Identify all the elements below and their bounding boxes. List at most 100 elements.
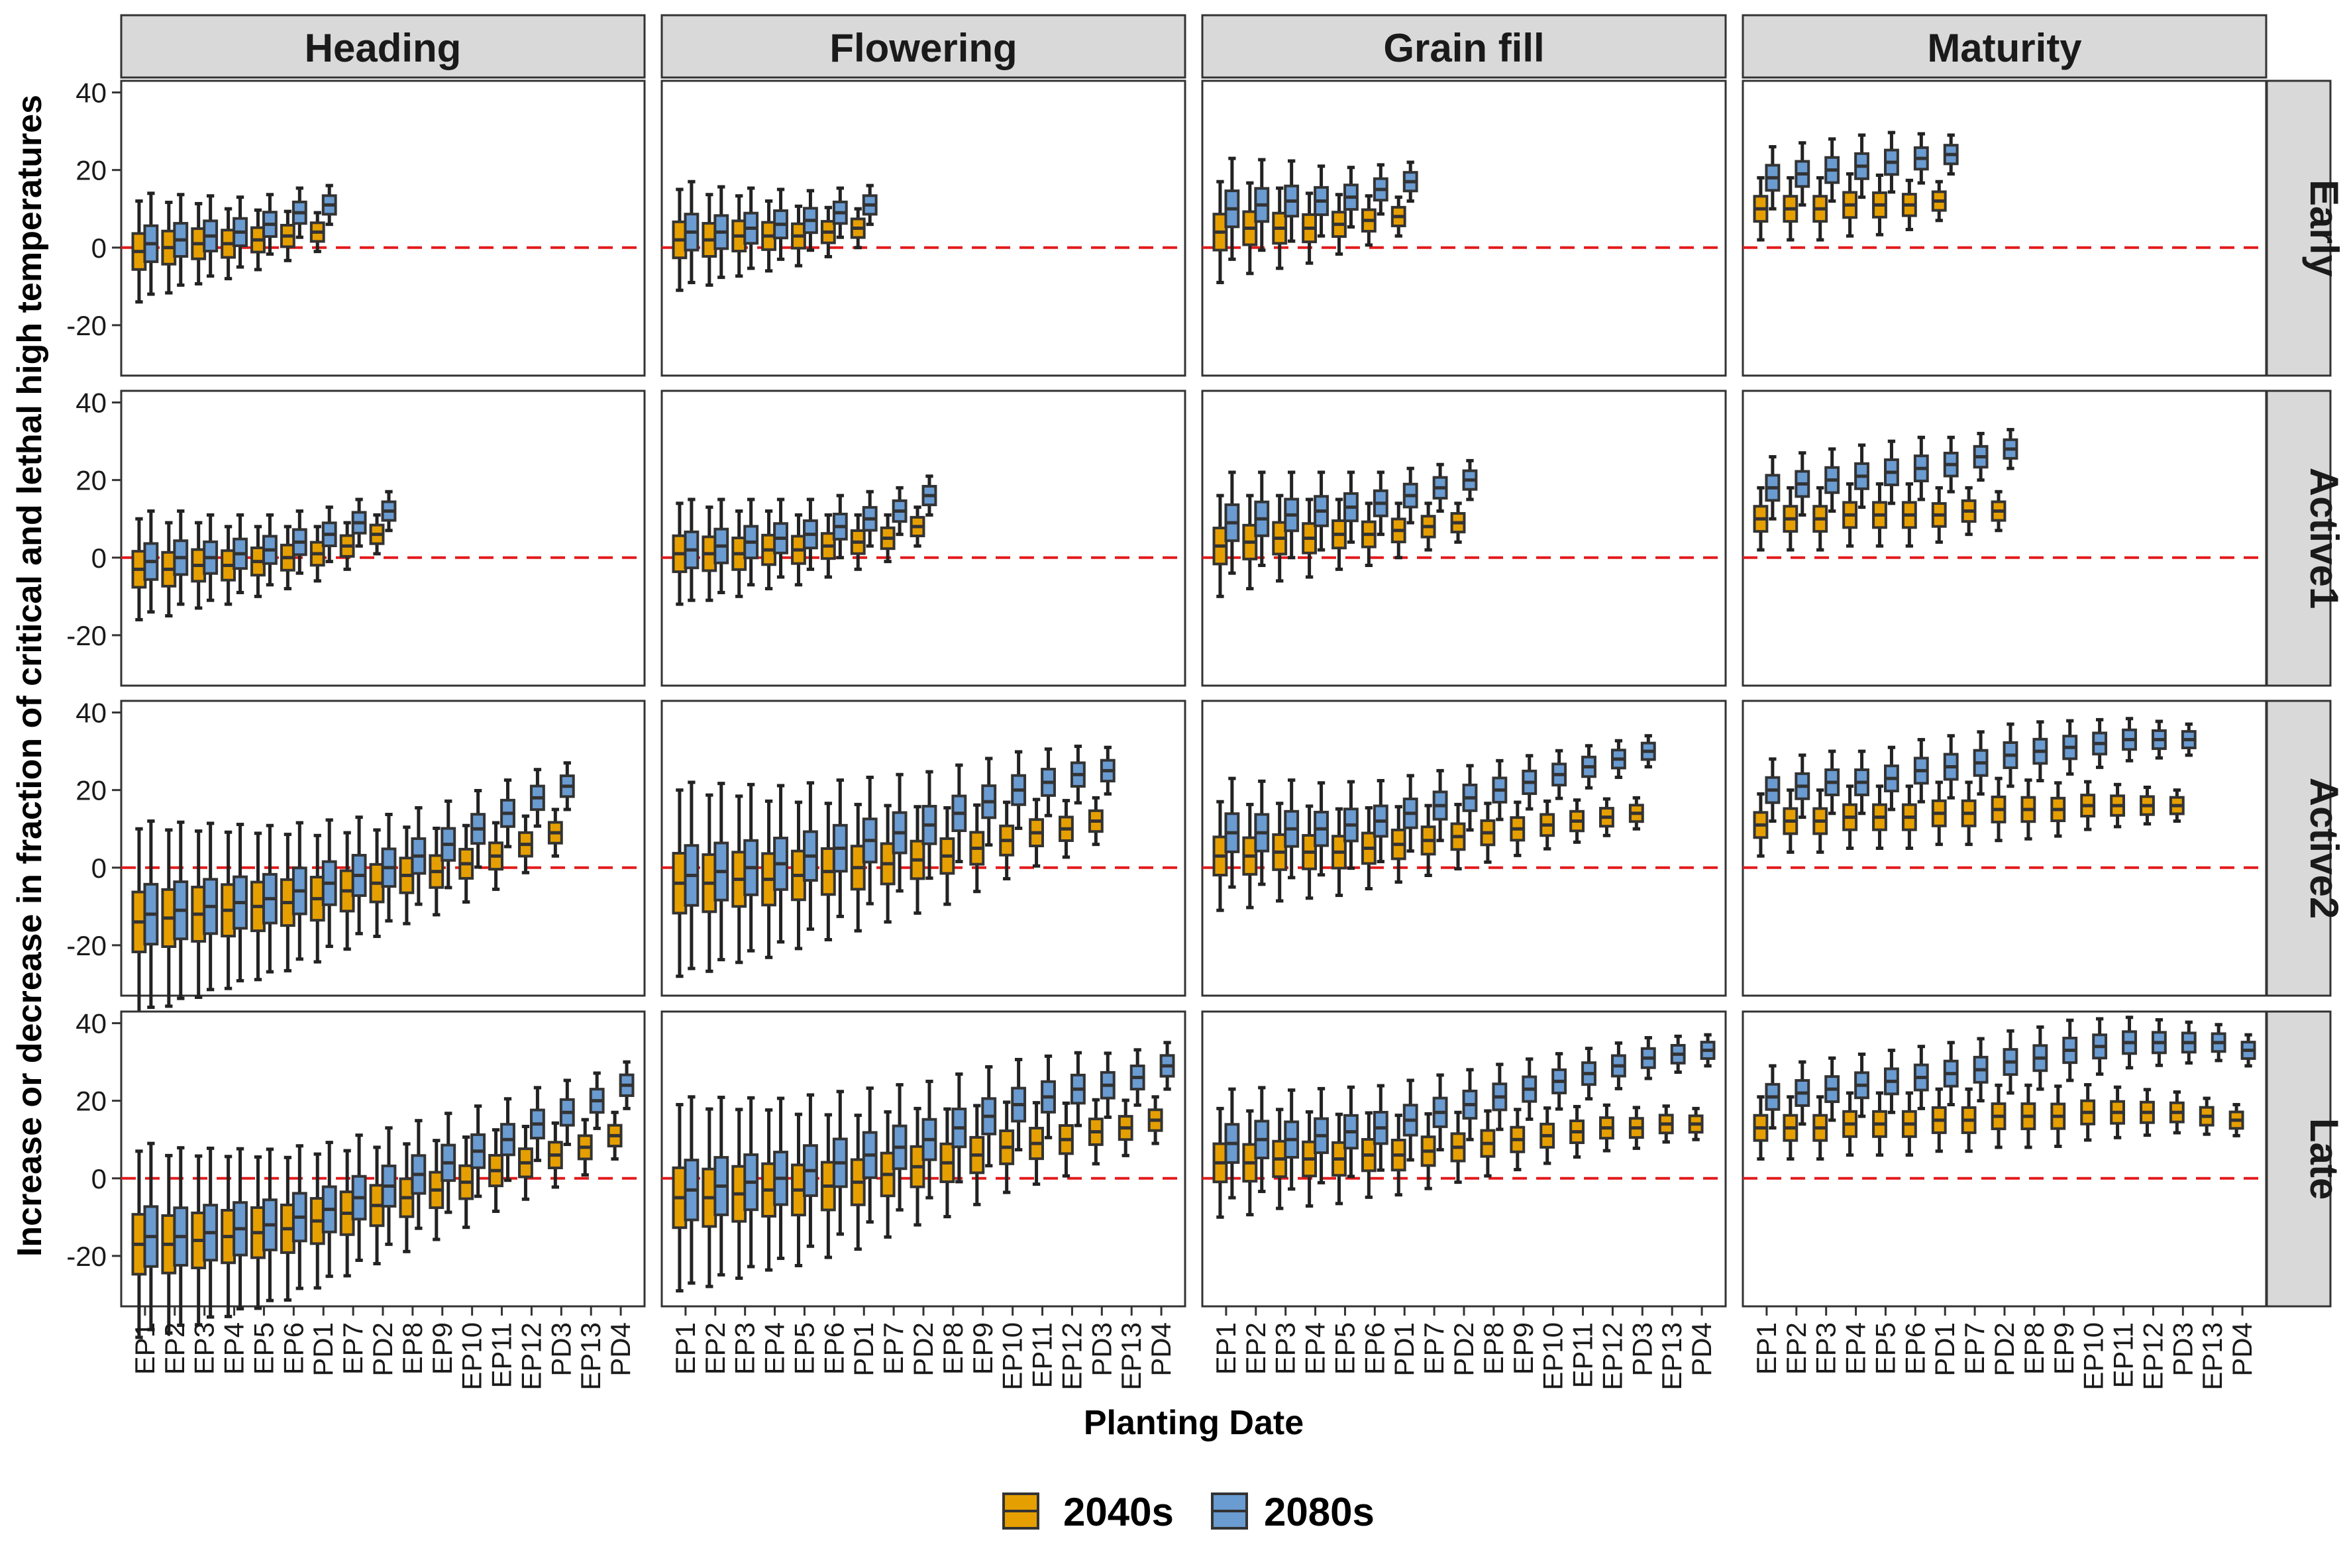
x-tick-label-ep5: EP5 <box>788 1322 819 1375</box>
box-2080s-ep6 <box>291 509 307 575</box>
box-2040s-ep4 <box>1842 172 1858 238</box>
box-2040s-pd4 <box>1688 1106 1704 1141</box>
box-2040s-ep10 <box>999 1100 1015 1194</box>
box-2040s-ep3 <box>731 509 747 598</box>
strip-label-flowering: Flowering <box>829 26 1017 70</box>
box-2040s-pd3 <box>1088 1098 1104 1166</box>
box-2040s-ep7 <box>1420 1112 1436 1190</box>
box-2040s-ep1 <box>1753 176 1769 242</box>
box-2040s-ep2 <box>1783 176 1799 242</box>
box-2040s-ep1 <box>672 501 688 606</box>
box-2080s-ep2 <box>173 193 189 287</box>
box-2080s-ep10 <box>2092 1017 2108 1076</box>
box-2040s-ep6 <box>1901 178 1917 231</box>
box-2040s-ep2 <box>161 1153 177 1335</box>
box-2080s-ep12 <box>529 768 545 828</box>
box-2080s-ep12 <box>1070 1051 1086 1127</box>
box-2080s-ep2 <box>1795 451 1810 517</box>
box-2080s-pd1 <box>321 183 337 227</box>
panel-early-heading <box>120 79 646 377</box>
box-2040s-ep5 <box>1331 497 1347 571</box>
box-2040s-ep5 <box>1872 1091 1887 1157</box>
box-2040s-ep7 <box>339 831 355 951</box>
panel-active2-heading <box>120 700 646 1017</box>
x-tick-label-ep10: EP10 <box>1538 1322 1569 1390</box>
box-2040s-ep11 <box>488 821 503 891</box>
box-2080s-pd2 <box>381 1126 397 1246</box>
box-2040s-pd3 <box>547 1121 563 1189</box>
box-2080s-ep6 <box>1913 435 1929 501</box>
x-tick-label-ep12: EP12 <box>1056 1322 1087 1390</box>
box-2040s-pd2 <box>1991 490 2007 533</box>
box-2040s-ep5 <box>1331 807 1347 898</box>
box-2080s-ep6 <box>291 1144 307 1290</box>
strip-heading: Heading <box>120 14 646 79</box>
box-2080s-ep7 <box>351 815 367 935</box>
box-2040s-ep3 <box>731 794 747 965</box>
box-2080s-ep10 <box>2092 717 2108 769</box>
box-2080s-ep11 <box>500 1097 515 1182</box>
box-2080s-ep1 <box>1224 470 1240 575</box>
box-2080s-ep1 <box>1224 1087 1240 1200</box>
box-2040s-pd1 <box>309 525 325 583</box>
panel-late-grain-fill <box>1201 1010 1727 1308</box>
box-2080s-ep2 <box>173 820 189 1000</box>
x-tick-label-pd1: PD1 <box>1929 1322 1960 1377</box>
box-2040s-ep5 <box>1331 193 1347 256</box>
box-2080s-ep2 <box>1795 753 1810 819</box>
box-2040s-ep7 <box>1420 501 1436 552</box>
box-2040s-ep4 <box>1302 191 1318 265</box>
x-tick-label-pd4: PD4 <box>1686 1322 1717 1377</box>
box-2080s-ep12 <box>2151 719 2167 760</box>
box-2080s-ep10 <box>1551 1052 1567 1111</box>
box-2080s-pd1 <box>1943 1041 1959 1107</box>
x-tick-label-ep6: EP6 <box>1899 1322 1930 1375</box>
box-2040s-ep12 <box>518 1124 533 1201</box>
box-2040s-ep6 <box>1361 194 1377 247</box>
y-axis-title: Increase or decrease in fraction of crit… <box>11 95 49 1257</box>
box-2040s-ep10 <box>1539 799 1555 851</box>
box-2080s-pd1 <box>321 1141 337 1279</box>
box-2040s-ep6 <box>280 525 295 591</box>
box-2040s-ep6 <box>1901 784 1917 850</box>
box-2040s-ep12 <box>1059 799 1074 859</box>
box-2040s-pd3 <box>1628 1106 1644 1150</box>
box-2080s-ep10 <box>1011 750 1027 830</box>
x-tick-label-pd1: PD1 <box>1388 1322 1420 1377</box>
box-2080s-ep7 <box>1432 768 1448 843</box>
box-2040s-ep3 <box>1272 186 1288 270</box>
box-2080s-ep3 <box>1284 1088 1300 1191</box>
box-2040s-pd2 <box>369 828 385 938</box>
box-2040s-pd3 <box>1628 796 1644 831</box>
box-2080s-pd2 <box>1462 458 1478 501</box>
box-2080s-ep3 <box>1284 778 1300 880</box>
x-tick-label-ep2: EP2 <box>159 1322 190 1375</box>
box-2040s-ep1 <box>1212 800 1228 912</box>
x-tick-label-ep8: EP8 <box>937 1322 968 1375</box>
box-2040s-ep4 <box>761 199 777 273</box>
box-2080s-ep3 <box>743 186 759 270</box>
box-2080s-pd1 <box>1402 774 1418 853</box>
box-2080s-ep6 <box>1373 1084 1388 1172</box>
box-2080s-ep7 <box>1973 431 1989 482</box>
box-2040s-ep6 <box>820 513 836 579</box>
box-2080s-ep6 <box>291 186 307 239</box>
box-2080s-ep8 <box>2032 720 2048 782</box>
box-2080s-ep10 <box>470 1104 486 1198</box>
x-tick-label-ep8: EP8 <box>2018 1322 2050 1375</box>
box-2080s-ep5 <box>262 1147 278 1302</box>
box-2080s-ep6 <box>832 494 848 560</box>
box-2040s-ep13 <box>1118 1098 1133 1157</box>
box-2080s-ep5 <box>1884 1049 1899 1114</box>
box-2080s-ep11 <box>2122 1016 2137 1070</box>
x-tick-label-ep10: EP10 <box>456 1322 488 1390</box>
x-tick-label-ep11: EP11 <box>1027 1322 1058 1388</box>
box-2040s-pd2 <box>1450 501 1466 544</box>
x-tick-label-pd3: PD3 <box>1086 1322 1117 1377</box>
x-tick-label-ep5: EP5 <box>1869 1322 1901 1375</box>
x-tick-label-pd4: PD4 <box>605 1322 636 1377</box>
box-2040s-pd2 <box>910 505 925 548</box>
box-2040s-ep2 <box>1242 1109 1258 1217</box>
box-2040s-ep1 <box>131 199 147 304</box>
x-tick-label-ep6: EP6 <box>818 1322 849 1375</box>
